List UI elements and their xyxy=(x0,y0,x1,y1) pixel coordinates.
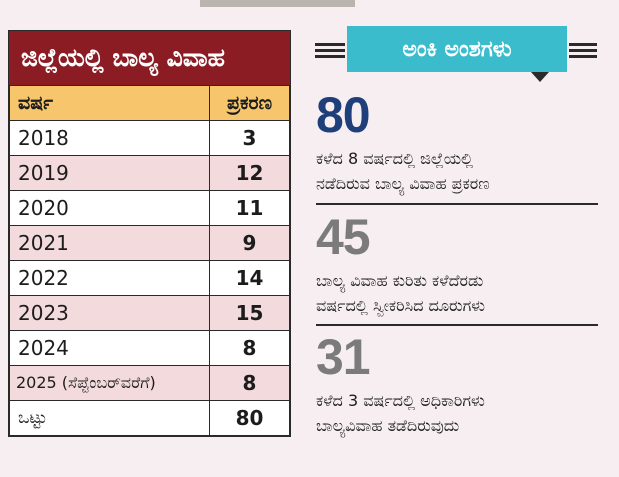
stat-description: ಕಳೆದ 3 ವರ್ಷದಲ್ಲಿ ಅಧಿಕಾರಿಗಳು ಬಾಲ್ಯವಿವಾಹ ತ… xyxy=(316,388,598,438)
table-row: 2020 11 xyxy=(9,190,290,226)
stat-description-line: ಕಳೆದ 8 ವರ್ಷದಲ್ಲಿ ಜಿಲ್ಲೆಯಲ್ಲಿ xyxy=(316,149,474,168)
year-cell: 2019 xyxy=(9,155,210,191)
header-year: ವರ್ಷ xyxy=(9,85,210,121)
cases-cell: 9 xyxy=(209,225,290,261)
cases-cell: 14 xyxy=(209,260,290,296)
divider xyxy=(316,324,598,326)
stat-description-line: ಕಳೆದ 3 ವರ್ಷದಲ್ಲಿ ಅಧಿಕಾರಿಗಳು xyxy=(316,391,485,410)
year-cell: 2022 xyxy=(9,260,210,296)
cases-by-year-table: ವರ್ಷ ಪ್ರಕರಣ 2018 3 2019 12 2020 11 2021 … xyxy=(9,85,290,436)
stat-description: ಕಳೆದ 8 ವರ್ಷದಲ್ಲಿ ಜಿಲ್ಲೆಯಲ್ಲಿ ನಡೆದಿರುವ ಬಾ… xyxy=(316,146,598,196)
stat-block: 31 ಕಳೆದ 3 ವರ್ಷದಲ್ಲಿ ಅಧಿಕಾರಿಗಳು ಬಾಲ್ಯವಿವಾ… xyxy=(316,332,598,438)
table-row: 2021 9 xyxy=(9,225,290,261)
stat-description-line: ವರ್ಷದಲ್ಲಿ ಸ್ವೀಕರಿಸಿದ ದೂರುಗಳು xyxy=(316,296,486,315)
year-cell: 2020 xyxy=(9,190,210,226)
table-row: 2018 3 xyxy=(9,120,290,156)
year-cell: 2025 (ಸೆಪ್ಟೆಂಬರ್‌ವರೆಗೆ) xyxy=(9,365,210,401)
stat-description-line: ನಡೆದಿರುವ ಬಾಲ್ಯ ವಿವಾಹ ಪ್ರಕರಣ xyxy=(316,174,490,193)
stat-description: ಬಾಲ್ಯ ವಿವಾಹ ಕುರಿತು ಕಳೆದೆರಡು ವರ್ಷದಲ್ಲಿ ಸ್… xyxy=(316,268,598,318)
stat-value: 31 xyxy=(316,329,371,385)
stat-block: 80 ಕಳೆದ 8 ವರ್ಷದಲ್ಲಿ ಜಿಲ್ಲೆಯಲ್ಲಿ ನಡೆದಿರುವ… xyxy=(316,87,598,205)
stats-badge: ಅಂಕಿ ಅಂಶಗಳು xyxy=(347,26,567,72)
table-row: 2019 12 xyxy=(9,155,290,191)
stat-description-line: ಬಾಲ್ಯ ವಿವಾಹ ಕುರಿತು ಕಳೆದೆರಡು xyxy=(316,271,484,290)
total-label: ಒಟ್ಟು xyxy=(9,400,210,436)
header-cases: ಪ್ರಕರಣ xyxy=(209,85,290,121)
table-title: ಜಿಲ್ಲೆಯಲ್ಲಿ ಬಾಲ್ಯ ವಿವಾಹ xyxy=(9,31,290,85)
top-strip xyxy=(200,0,355,7)
cases-cell: 8 xyxy=(209,365,290,401)
badge-pointer xyxy=(531,72,549,82)
table-row: 2025 (ಸೆಪ್ಟೆಂಬರ್‌ವರೆಗೆ) 8 xyxy=(9,365,290,401)
year-cell: 2018 xyxy=(9,120,210,156)
stripe-decoration xyxy=(569,43,597,61)
child-marriage-table: ಜಿಲ್ಲೆಯಲ್ಲಿ ಬಾಲ್ಯ ವಿವಾಹ ವರ್ಷ ಪ್ರಕರಣ 2018… xyxy=(8,30,291,437)
table-header-row: ವರ್ಷ ಪ್ರಕರಣ xyxy=(9,85,290,121)
cases-cell: 11 xyxy=(209,190,290,226)
year-cell: 2023 xyxy=(9,295,210,331)
table-row: 2022 14 xyxy=(9,260,290,296)
stat-value: 80 xyxy=(316,87,371,143)
stat-block: 45 ಬಾಲ್ಯ ವಿವಾಹ ಕುರಿತು ಕಳೆದೆರಡು ವರ್ಷದಲ್ಲಿ… xyxy=(316,209,598,326)
cases-cell: 15 xyxy=(209,295,290,331)
cases-cell: 8 xyxy=(209,330,290,366)
total-cases: 80 xyxy=(209,400,290,436)
stat-value: 45 xyxy=(316,209,371,265)
cases-cell: 12 xyxy=(209,155,290,191)
stat-description-line: ಬಾಲ್ಯವಿವಾಹ ತಡೆದಿರುವುದು xyxy=(316,416,460,435)
table-total-row: ಒಟ್ಟು 80 xyxy=(9,400,290,436)
year-cell: 2024 xyxy=(9,330,210,366)
year-cell: 2021 xyxy=(9,225,210,261)
stats-header: ಅಂಕಿ ಅಂಶಗಳು xyxy=(315,26,597,82)
cases-cell: 3 xyxy=(209,120,290,156)
stripe-decoration xyxy=(315,43,345,61)
divider xyxy=(316,203,598,205)
table-row: 2024 8 xyxy=(9,330,290,366)
table-row: 2023 15 xyxy=(9,295,290,331)
